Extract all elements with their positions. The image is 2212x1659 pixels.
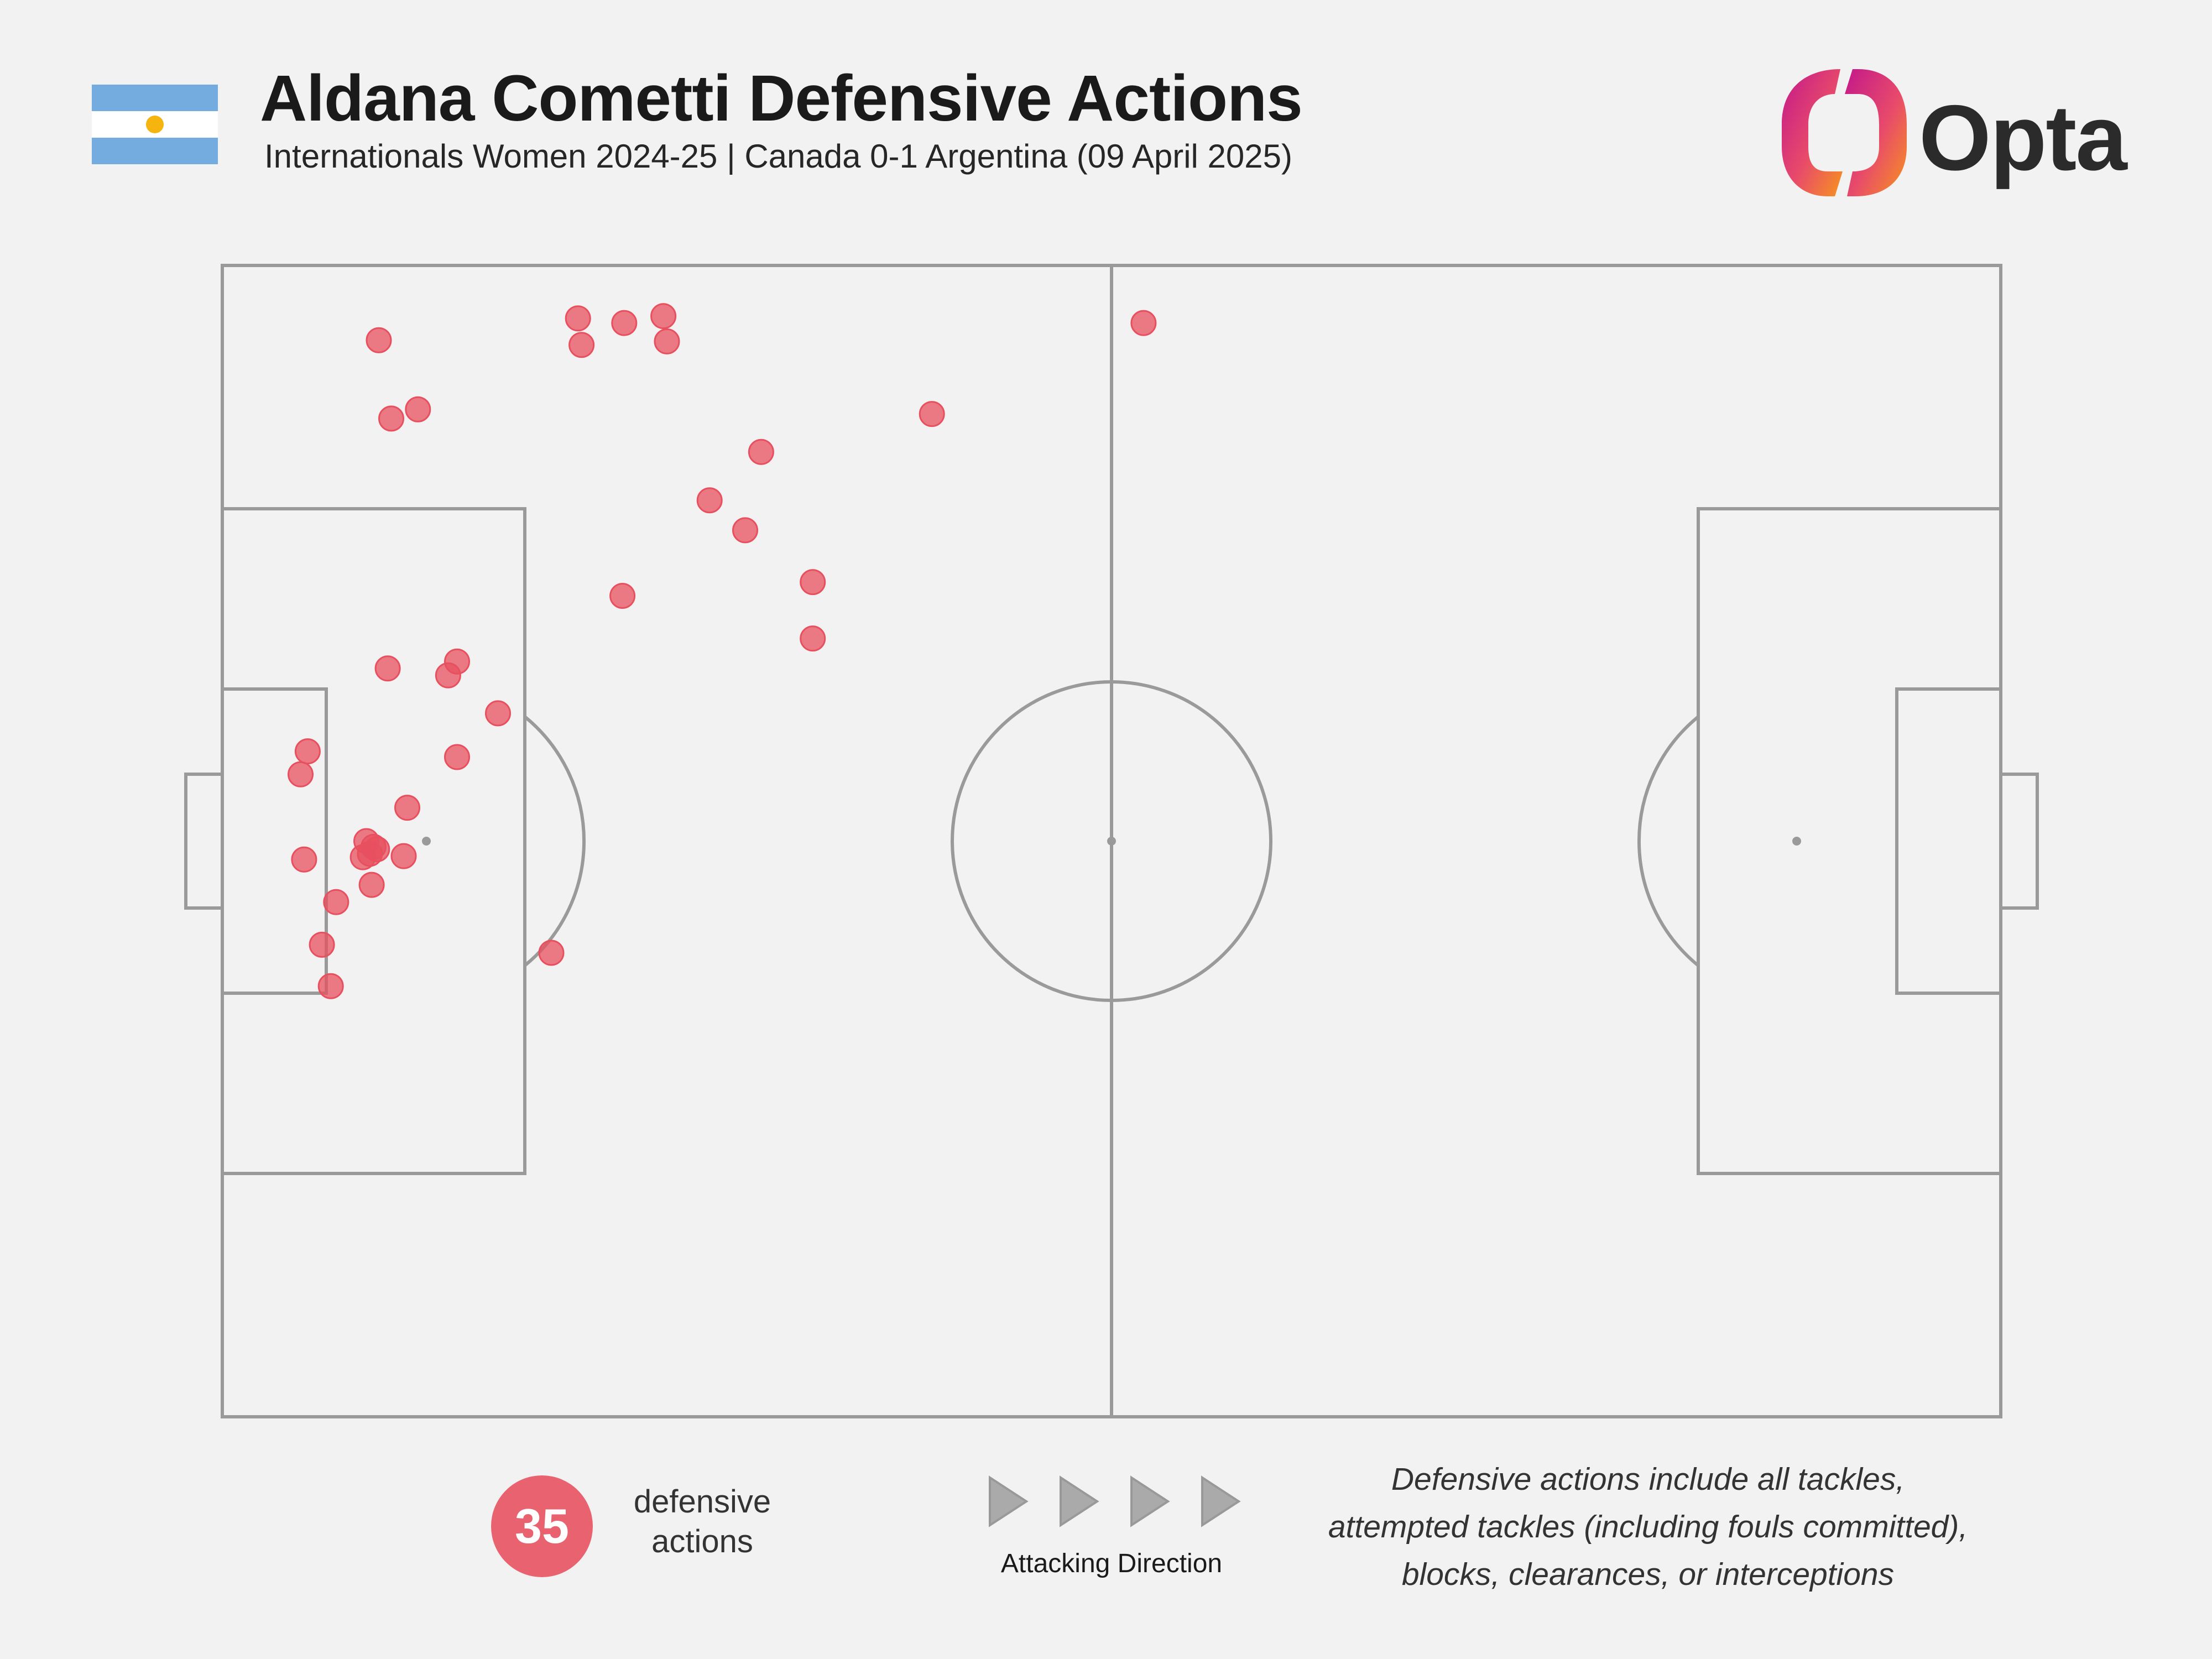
defensive-action-point [358, 872, 385, 898]
defensive-action-point [611, 310, 638, 336]
defensive-action-point [568, 332, 595, 358]
count-badge: 35 [491, 1475, 593, 1577]
defensive-action-point [732, 517, 758, 544]
defensive-action-point [654, 328, 680, 354]
note-line-2: attempted tackles (including fouls commi… [1328, 1509, 1968, 1545]
header: Aldana Cometti Defensive Actions Interna… [0, 0, 2212, 232]
defensive-action-point [349, 844, 376, 870]
defensive-action-point [323, 889, 349, 915]
defensive-action-point [538, 940, 565, 966]
center-circle [951, 680, 1272, 1002]
count-label-line1: defensive [633, 1484, 771, 1520]
left-goal [184, 773, 224, 910]
defensive-action-markers [288, 303, 1157, 999]
right-penalty-box [1697, 507, 2002, 1175]
opta-logo-text: Opta [1919, 86, 2127, 190]
opta-logo: Opta [1775, 64, 2127, 202]
flag-sun-icon [146, 116, 164, 133]
defensive-action-point [800, 569, 826, 596]
note-line-1: Defensive actions include all tackles, [1391, 1462, 1905, 1497]
argentina-flag-icon [92, 85, 218, 164]
defensive-action-point [919, 401, 945, 427]
defensive-action-point [309, 931, 335, 958]
defensive-action-point [317, 973, 344, 999]
right-goal [1999, 773, 2039, 910]
opta-logo-icon [1782, 69, 1907, 196]
play-arrow-icon [989, 1475, 1029, 1527]
defensive-action-point [405, 396, 431, 422]
count-label: defensive actions [625, 1482, 780, 1562]
attacking-direction-arrows [989, 1475, 1241, 1527]
left-penalty-spot [422, 837, 431, 846]
count-label-line2: actions [651, 1524, 753, 1559]
definition-note: Defensive actions include all tackles, a… [1288, 1455, 2007, 1598]
play-arrow-icon [1060, 1475, 1099, 1527]
defensive-action-point [444, 648, 470, 675]
defensive-action-point [390, 843, 417, 869]
right-six-yard-box [1895, 687, 2002, 995]
defensive-action-point [565, 305, 591, 332]
center-spot [1107, 837, 1116, 846]
flag-stripe-top [92, 85, 218, 111]
defensive-action-point [394, 795, 420, 821]
flag-stripe-bottom [92, 138, 218, 164]
defensive-action-point [444, 744, 470, 770]
pitch-spots [422, 837, 1801, 846]
note-line-3: blocks, clearances, or interceptions [1401, 1557, 1895, 1592]
page-title: Aldana Cometti Defensive Actions [260, 62, 1303, 135]
defensive-action-point [378, 405, 404, 432]
defensive-action-point [609, 583, 636, 609]
defensive-action-point [748, 439, 774, 465]
defensive-action-point [291, 846, 317, 873]
attacking-direction-label: Attacking Direction [1000, 1549, 1223, 1578]
play-arrow-icon [1201, 1475, 1241, 1527]
defensive-action-point [366, 327, 392, 353]
defensive-action-point [696, 487, 723, 514]
right-penalty-spot [1792, 837, 1801, 846]
play-arrow-icon [1130, 1475, 1170, 1527]
defensive-action-point [650, 303, 677, 330]
right-penalty-arc [1637, 715, 1699, 967]
page-subtitle: Internationals Women 2024-25 | Canada 0-… [264, 138, 1293, 175]
defensive-action-point [294, 738, 321, 765]
defensive-action-point [1130, 310, 1157, 336]
defensive-action-point [374, 655, 401, 682]
defensive-action-point [288, 761, 314, 787]
defensive-action-point [800, 625, 826, 652]
attacking-direction: Attacking Direction [979, 1465, 1255, 1598]
defensive-action-point [485, 700, 511, 727]
left-penalty-arc [524, 715, 586, 967]
